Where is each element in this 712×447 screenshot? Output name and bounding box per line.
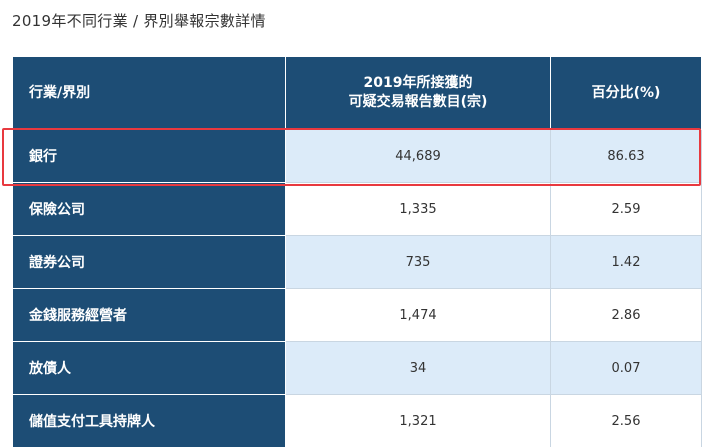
row-report-count: 44,689 [285, 129, 551, 183]
table-row: 銀行 44,689 86.63 [12, 129, 702, 183]
row-percentage: 2.59 [550, 182, 702, 236]
table-row: 儲值支付工具持牌人 1,321 2.56 [12, 394, 702, 447]
row-report-count: 1,321 [285, 394, 551, 447]
row-sector-label: 放債人 [12, 341, 286, 395]
row-sector-label: 儲值支付工具持牌人 [12, 394, 286, 447]
row-percentage: 1.42 [550, 235, 702, 289]
header-sector: 行業/界別 [12, 56, 286, 130]
page-title: 2019年不同行業 / 界別舉報宗數詳情 [12, 12, 266, 30]
row-sector-label: 金錢服務經營者 [12, 288, 286, 342]
row-sector-label: 證券公司 [12, 235, 286, 289]
row-percentage: 86.63 [550, 129, 702, 183]
row-percentage: 2.86 [550, 288, 702, 342]
table-row: 保險公司 1,335 2.59 [12, 182, 702, 236]
table-row: 放債人 34 0.07 [12, 341, 702, 395]
row-report-count: 1,335 [285, 182, 551, 236]
header-report-count-line2: 可疑交易報告數目(宗) [348, 94, 488, 110]
header-report-count: 2019年所接獲的 可疑交易報告數目(宗) [285, 56, 551, 130]
row-percentage: 2.56 [550, 394, 702, 447]
table-row: 金錢服務經營者 1,474 2.86 [12, 288, 702, 342]
table-header-row: 行業/界別 2019年所接獲的 可疑交易報告數目(宗) 百分比(%) [12, 56, 702, 130]
header-report-count-line1: 2019年所接獲的 [363, 75, 473, 91]
header-percentage: 百分比(%) [550, 56, 702, 130]
row-report-count: 34 [285, 341, 551, 395]
row-sector-label: 保險公司 [12, 182, 286, 236]
row-percentage: 0.07 [550, 341, 702, 395]
row-sector-label: 銀行 [12, 129, 286, 183]
str-sector-table: 行業/界別 2019年所接獲的 可疑交易報告數目(宗) 百分比(%) 銀行 44… [12, 56, 702, 447]
row-report-count: 1,474 [285, 288, 551, 342]
row-report-count: 735 [285, 235, 551, 289]
table-row: 證券公司 735 1.42 [12, 235, 702, 289]
